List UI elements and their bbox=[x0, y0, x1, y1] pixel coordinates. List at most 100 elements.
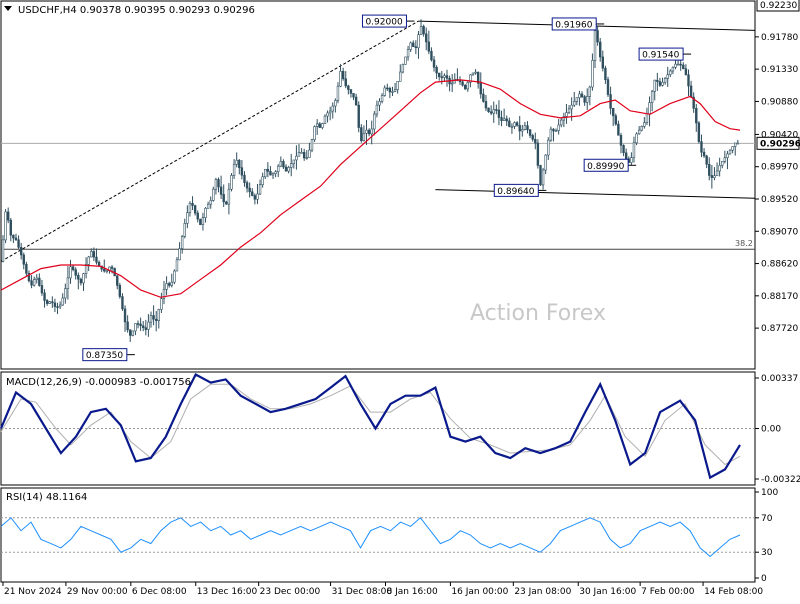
candle-body bbox=[508, 120, 511, 127]
annotation-box bbox=[583, 158, 629, 172]
candle-body bbox=[232, 163, 236, 176]
candle-body bbox=[152, 315, 155, 320]
candle-body bbox=[180, 236, 184, 249]
candle-body bbox=[611, 108, 615, 117]
candle-body bbox=[110, 266, 114, 269]
candle-body bbox=[505, 118, 508, 122]
time-axis: 21 Nov 2024 29 Nov 00:00 6 Dec 08:00 13 Dec… bbox=[2, 582, 763, 597]
candle-body bbox=[435, 66, 438, 74]
candle-body bbox=[308, 149, 311, 158]
candle-body bbox=[183, 223, 186, 237]
candle-body bbox=[695, 108, 698, 124]
candle-body bbox=[212, 188, 215, 201]
candle-body bbox=[689, 85, 693, 98]
candle-body bbox=[679, 63, 682, 66]
candle-body bbox=[27, 273, 31, 282]
candle-body bbox=[19, 247, 23, 256]
candle-body bbox=[302, 152, 306, 159]
candle-body bbox=[77, 275, 80, 280]
candle-body bbox=[624, 152, 628, 160]
candle-body bbox=[362, 132, 366, 142]
candle-body bbox=[118, 285, 122, 297]
price-tick-label: 0.89070 bbox=[761, 227, 798, 237]
candle-body bbox=[523, 125, 527, 130]
candle-body bbox=[256, 193, 259, 200]
candle-body bbox=[290, 163, 293, 168]
candle-body bbox=[469, 74, 472, 83]
candle-body bbox=[463, 84, 467, 90]
candle-body bbox=[51, 301, 54, 304]
candle-body bbox=[32, 279, 36, 286]
candle-body bbox=[95, 256, 98, 263]
candle-body bbox=[9, 219, 12, 236]
candle-body bbox=[4, 211, 7, 241]
candle-body bbox=[82, 273, 85, 284]
candle-body bbox=[261, 176, 264, 185]
symbol-dropdown-icon[interactable] bbox=[4, 6, 12, 11]
candle-body bbox=[165, 283, 168, 290]
rsi-line bbox=[0, 517, 741, 558]
candle-body bbox=[630, 157, 633, 163]
candle-body bbox=[583, 96, 586, 103]
annotation-box bbox=[638, 47, 684, 61]
candle-body bbox=[474, 71, 477, 74]
candle-body bbox=[669, 70, 672, 76]
candle-body bbox=[253, 195, 257, 200]
price-tick-label: 0.88170 bbox=[761, 292, 798, 302]
candle-body bbox=[344, 78, 347, 87]
candle-body bbox=[6, 211, 10, 221]
candle-body bbox=[225, 201, 228, 205]
candle-body bbox=[604, 67, 607, 80]
candle-body bbox=[222, 194, 225, 203]
candle-body bbox=[204, 208, 207, 218]
candle-body bbox=[375, 104, 379, 115]
candle-body bbox=[443, 75, 446, 78]
candle-body bbox=[713, 175, 716, 178]
candle-body bbox=[596, 30, 599, 43]
candle-body bbox=[617, 123, 620, 136]
candle-body bbox=[705, 155, 708, 165]
candle-body bbox=[367, 129, 371, 135]
price-panel: 0.91780 0.91330 0.90880 0.90420 0.89970 0.895… bbox=[0, 0, 800, 362]
candle-body bbox=[35, 277, 38, 280]
candle-body bbox=[162, 289, 166, 299]
candle-body bbox=[544, 154, 547, 171]
candle-body bbox=[658, 81, 662, 86]
candle-body bbox=[702, 151, 706, 157]
candle-body bbox=[700, 141, 703, 153]
candle-body bbox=[206, 203, 210, 209]
candle-body bbox=[214, 179, 218, 190]
candle-body bbox=[575, 97, 579, 102]
annotation-label: 0.89640 bbox=[497, 187, 534, 197]
candle-body bbox=[484, 101, 488, 109]
candle-body bbox=[451, 82, 454, 85]
candle-body bbox=[731, 146, 734, 151]
candle-body bbox=[157, 309, 160, 321]
candle-body bbox=[196, 212, 199, 220]
candle-body bbox=[383, 87, 386, 96]
price-panel-frame bbox=[0, 0, 756, 370]
candle-body bbox=[567, 108, 571, 113]
candle-body bbox=[209, 200, 212, 205]
candle-body bbox=[708, 163, 711, 176]
annotation-box bbox=[551, 17, 597, 31]
candle-body bbox=[560, 119, 563, 126]
candle-body bbox=[170, 281, 173, 286]
candle-body bbox=[715, 170, 719, 177]
price-tick-label: 0.90880 bbox=[761, 97, 798, 107]
time-tick-label: 14 Feb 08:00 bbox=[704, 587, 763, 597]
candle-body bbox=[139, 323, 142, 327]
candle-body bbox=[466, 82, 469, 90]
macd-tick-label: -0.003227 bbox=[761, 475, 800, 485]
price-tick-label: 0.87720 bbox=[761, 324, 798, 334]
candle-body bbox=[310, 139, 314, 151]
moving-average-line bbox=[0, 79, 741, 298]
price-tick-label: 0.91330 bbox=[761, 65, 798, 75]
time-tick-label: 13 Dec 16:00 bbox=[197, 587, 258, 597]
candle-body bbox=[432, 59, 436, 68]
candle-body bbox=[347, 85, 350, 90]
candle-body bbox=[422, 26, 425, 35]
candle-body bbox=[134, 323, 137, 332]
candle-body bbox=[334, 100, 337, 107]
